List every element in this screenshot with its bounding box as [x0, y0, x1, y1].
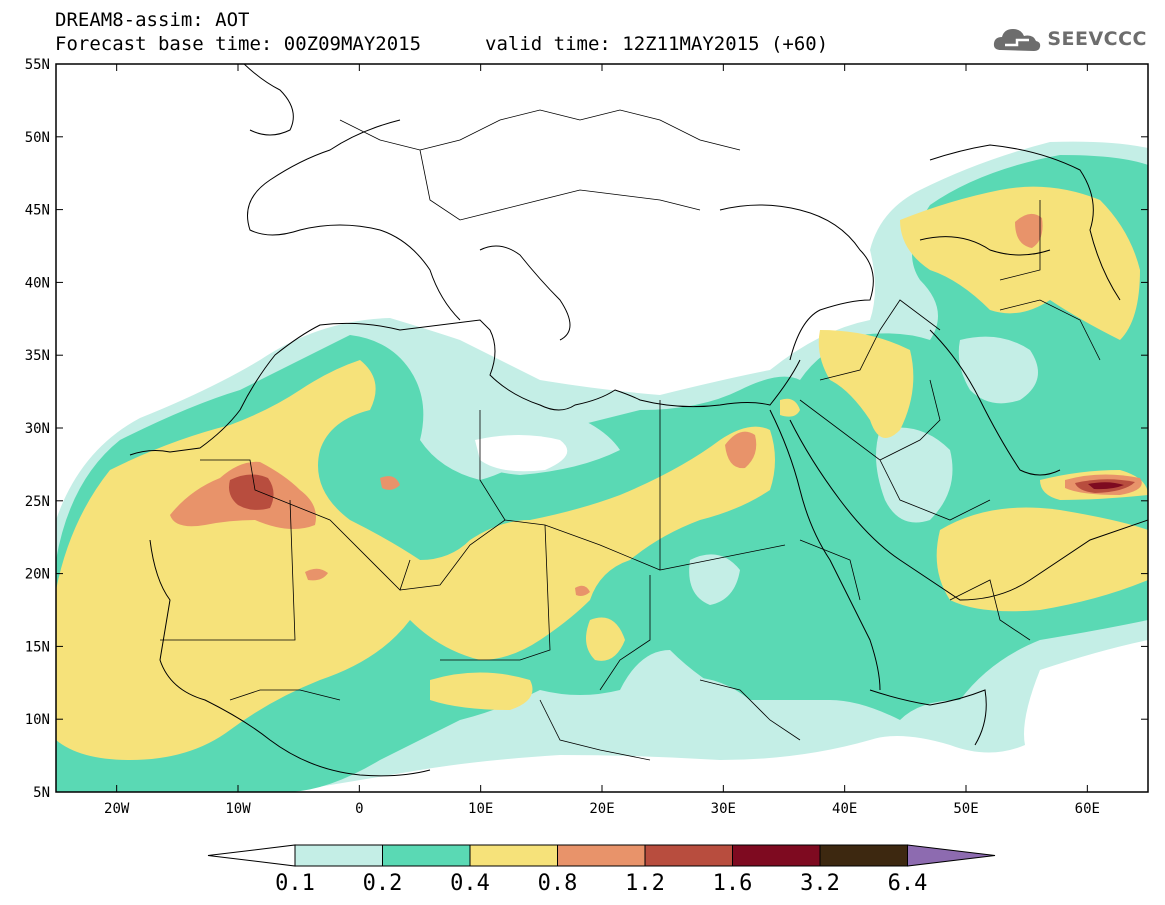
lat-tick-label: 25N: [25, 494, 50, 510]
lon-tick-label: 60E: [1075, 801, 1100, 817]
seevccc-logo: SEEVCCC: [991, 24, 1147, 54]
lon-tick-label: 30E: [711, 801, 736, 817]
colorbar-level-label: 0.1: [275, 871, 315, 896]
valid-time: valid time: 12Z11MAY2015 (+60): [485, 33, 829, 55]
colorbar-segment: [294, 844, 383, 867]
lat-tick-label: 15N: [25, 639, 50, 655]
aot-contour-1.2: [229, 474, 274, 510]
colorbar-segment: [557, 844, 646, 867]
lon-tick-label: 40E: [832, 801, 857, 817]
colorbar-segment: [819, 844, 908, 867]
map-title: DREAM8-assim: AOT: [55, 9, 250, 31]
lon-tick-label: 20W: [104, 801, 130, 817]
lat-tick-label: 40N: [25, 275, 50, 291]
lat-tick-label: 50N: [25, 130, 50, 146]
colorbar: [207, 844, 996, 867]
colorbar-above-triangle: [907, 844, 996, 867]
coastlines: [129, 64, 1148, 777]
lat-tick-label: 55N: [25, 57, 50, 73]
lat-tick-label: 45N: [25, 203, 50, 219]
cloud-icon: [994, 29, 1041, 51]
colorbar-level-label: 0.4: [450, 871, 490, 896]
lon-tick-label: 0: [355, 801, 363, 817]
lat-tick-label: 35N: [25, 348, 50, 364]
aot-field: [56, 141, 1148, 792]
colorbar-level-label: 1.6: [712, 871, 753, 896]
colorbar-level-label: 0.8: [537, 871, 578, 896]
lon-tick-label: 10W: [225, 801, 251, 817]
lat-tick-label: 10N: [25, 712, 50, 728]
colorbar-segment: [644, 844, 733, 867]
colorbar-segment: [469, 844, 558, 867]
colorbar-segment: [382, 844, 471, 867]
colorbar-below-triangle: [207, 844, 296, 867]
longitude-axis: 20W 10W 0 10E 20E 30E 40E 50E 60E: [104, 64, 1100, 817]
colorbar-level-label: 0.2: [362, 871, 403, 896]
lat-tick-label: 20N: [25, 567, 50, 583]
colorbar-level-label: 1.2: [625, 871, 665, 896]
borders: [160, 109, 1101, 761]
latitude-axis: 5N 10N 15N 20N 25N 30N 35N 40N 45N 50N 55N: [25, 57, 1148, 801]
lon-tick-label: 20E: [589, 801, 614, 817]
lat-tick-label: 5N: [33, 785, 50, 801]
colorbar-segment: [732, 844, 821, 867]
logo-text: SEEVCCC: [1047, 28, 1147, 50]
lon-tick-label: 10E: [468, 801, 493, 817]
colorbar-level-label: 6.4: [887, 871, 928, 896]
colorbar-level-label: 3.2: [800, 871, 840, 896]
lat-tick-label: 30N: [25, 421, 50, 437]
lon-tick-label: 50E: [953, 801, 978, 817]
forecast-base-time: Forecast base time: 00Z09MAY2015: [55, 33, 422, 55]
